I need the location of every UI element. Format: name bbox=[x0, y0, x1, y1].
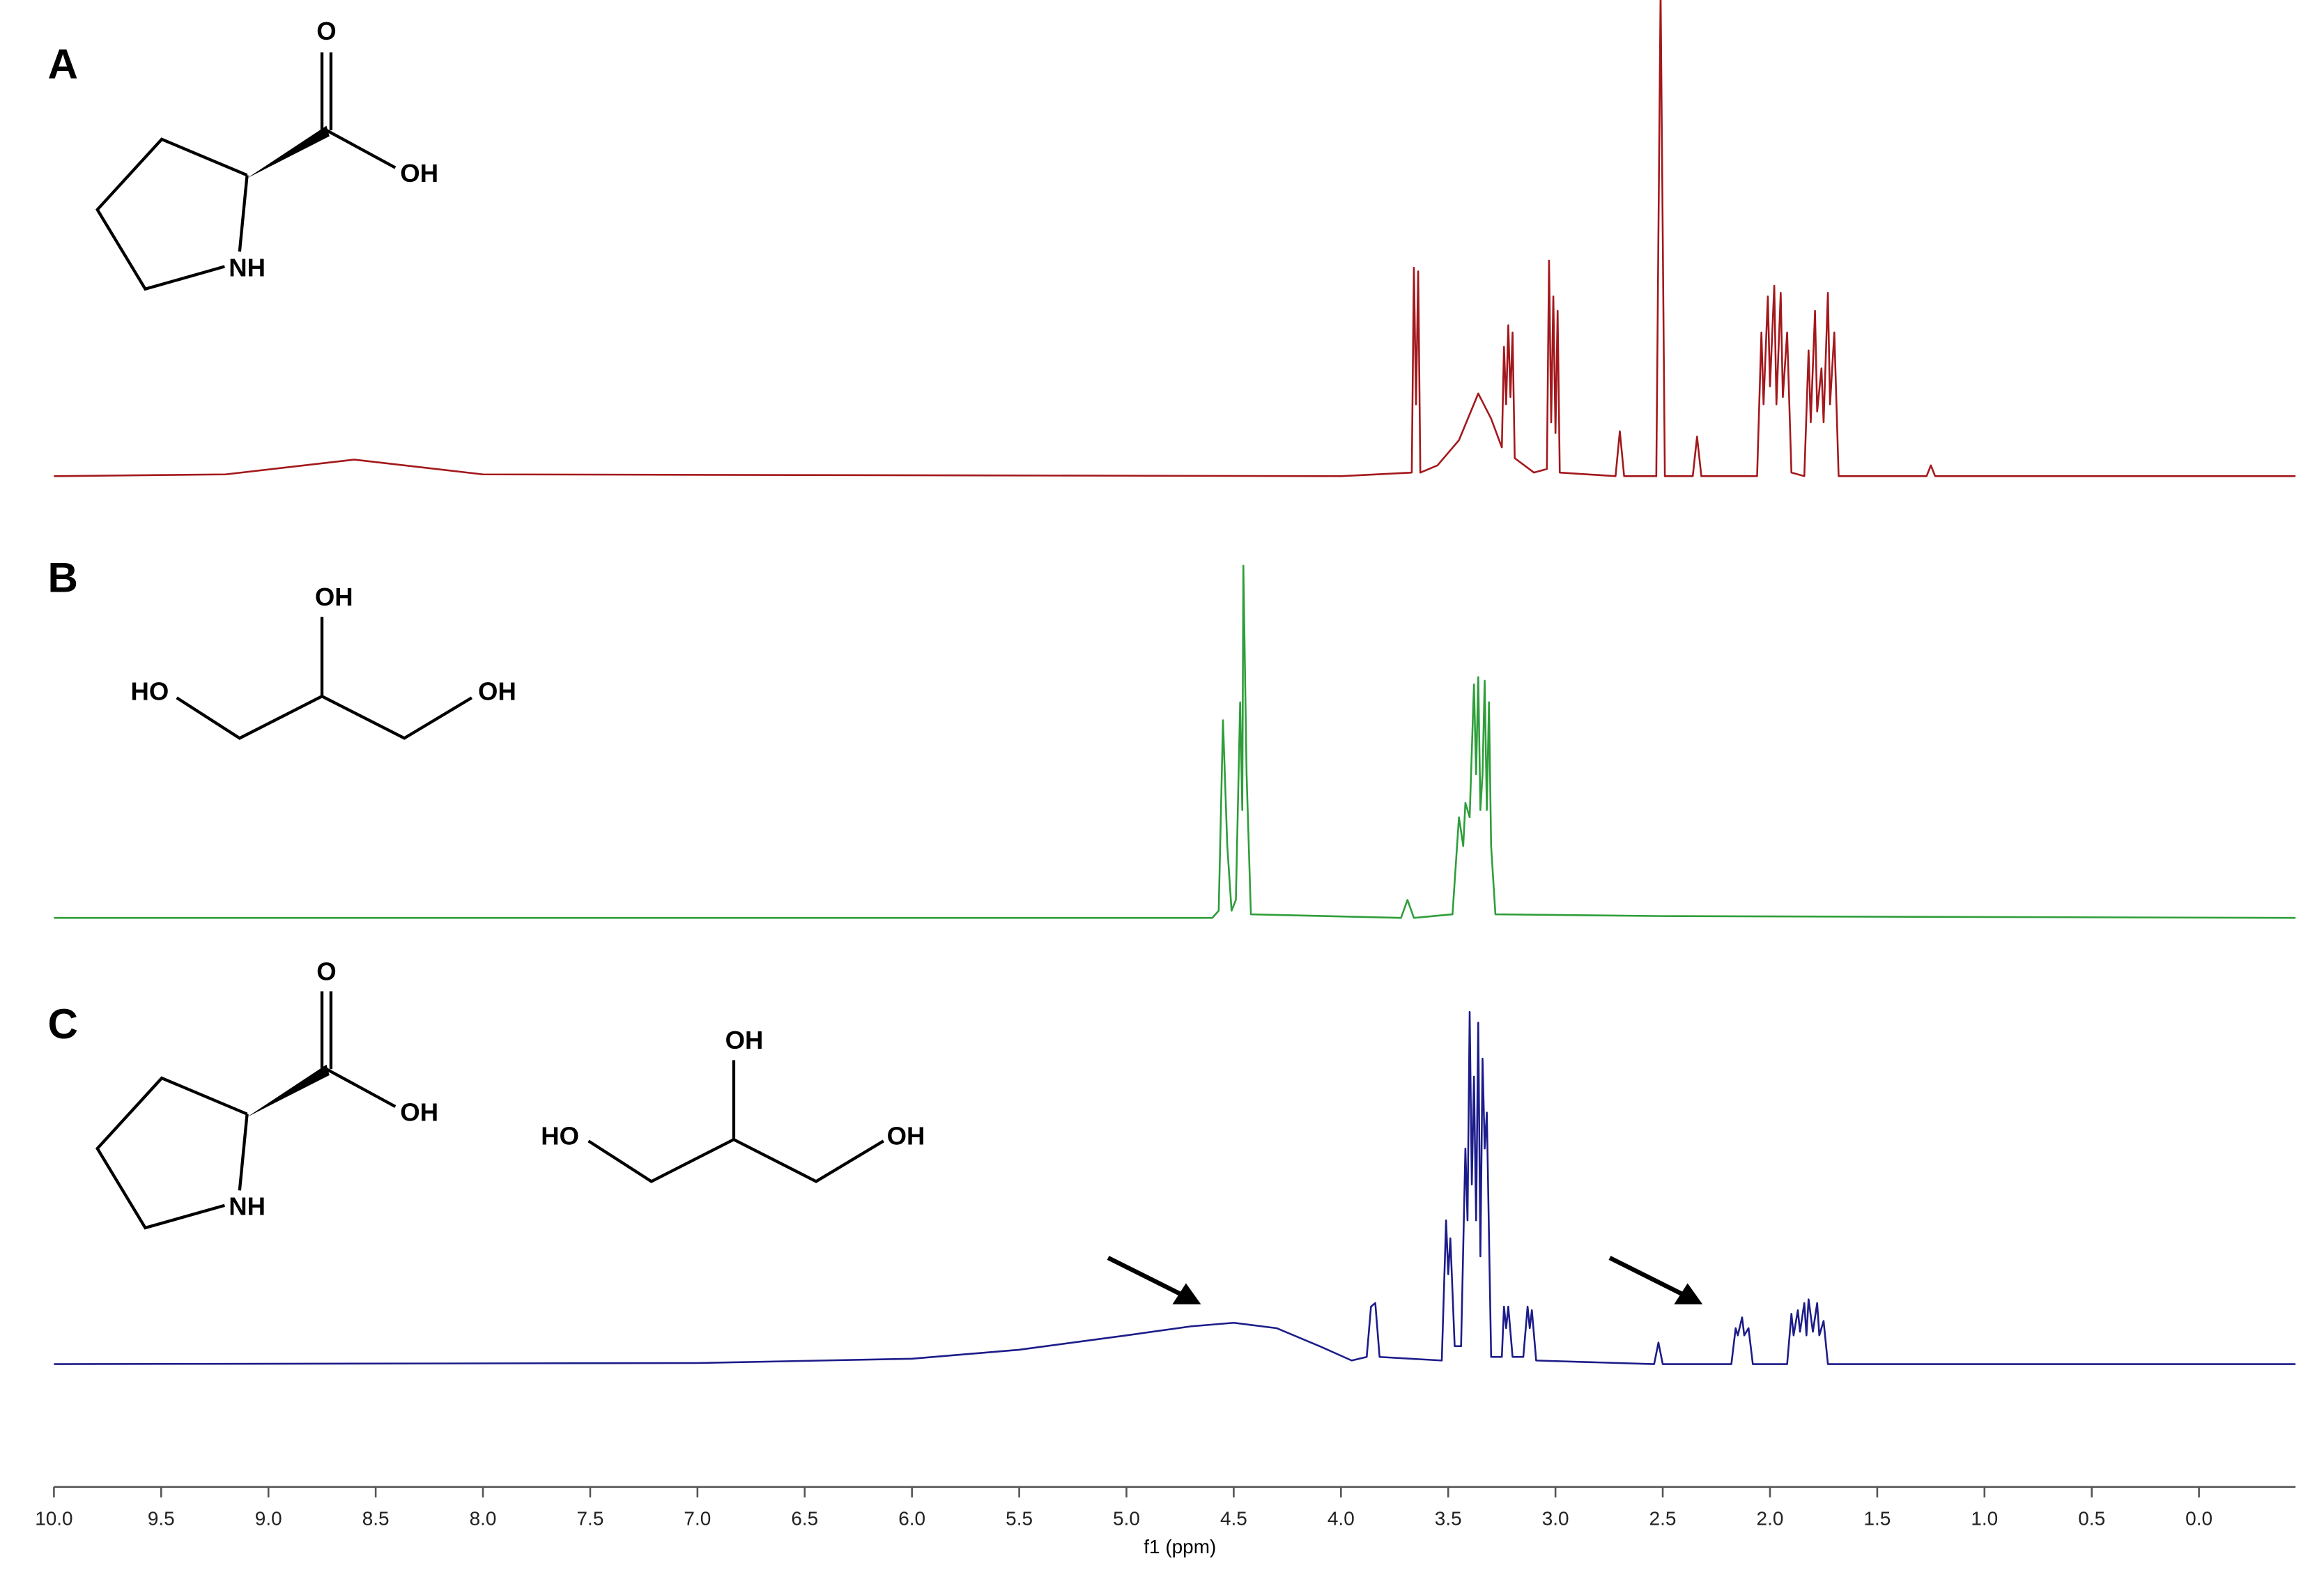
atom-label: NH bbox=[229, 1192, 266, 1221]
bond bbox=[587, 1137, 884, 1183]
arrow bbox=[1107, 1256, 1185, 1298]
ring-bond bbox=[238, 1114, 249, 1191]
atom-label: HO bbox=[541, 1122, 579, 1150]
proline-c bbox=[95, 991, 397, 1230]
x-tick-label: 2.0 bbox=[1757, 1507, 1784, 1529]
ring-bond bbox=[238, 175, 249, 252]
spectrum-line bbox=[54, 0, 2296, 477]
x-tick-label: 3.0 bbox=[1542, 1507, 1569, 1529]
x-tick-label: 4.5 bbox=[1220, 1507, 1247, 1529]
atom-label: OH bbox=[887, 1122, 925, 1150]
structures bbox=[95, 52, 884, 1230]
x-tick-label: 9.0 bbox=[255, 1507, 282, 1529]
panel-label: B bbox=[48, 555, 78, 601]
atom-label: OH bbox=[400, 1098, 438, 1126]
atom-label: OH bbox=[725, 1026, 764, 1054]
bond bbox=[176, 694, 473, 740]
arrows bbox=[1107, 1256, 1703, 1305]
wedge-bond bbox=[247, 125, 330, 178]
atom-label: OH bbox=[400, 159, 438, 187]
bond bbox=[325, 129, 397, 169]
glycerol-c bbox=[587, 1060, 884, 1183]
atom-label: OH bbox=[315, 583, 353, 611]
panel-label: C bbox=[48, 1001, 78, 1047]
ring-bond bbox=[95, 137, 248, 291]
x-tick-label: 8.5 bbox=[362, 1507, 390, 1529]
panel-label: A bbox=[48, 41, 78, 88]
atom-label: NH bbox=[229, 253, 266, 282]
x-tick-label: 0.5 bbox=[2078, 1507, 2105, 1529]
wedge-bond bbox=[247, 1064, 330, 1117]
x-tick-label: 7.0 bbox=[684, 1507, 711, 1529]
x-tick-label: 8.0 bbox=[470, 1507, 497, 1529]
x-axis-label: f1 (ppm) bbox=[1144, 1536, 1216, 1557]
glycerol-b bbox=[176, 617, 473, 740]
x-tick-label: 7.5 bbox=[577, 1507, 604, 1529]
x-tick-label: 0.0 bbox=[2185, 1507, 2213, 1529]
x-tick-label: 6.5 bbox=[791, 1507, 818, 1529]
spectrum-line bbox=[54, 1010, 2296, 1365]
ring-bond bbox=[95, 1076, 248, 1230]
x-tick-label: 10.0 bbox=[35, 1507, 72, 1529]
atom-label: O bbox=[316, 17, 336, 45]
arrow-head bbox=[1674, 1283, 1703, 1305]
x-tick-label: 1.5 bbox=[1863, 1507, 1891, 1529]
x-tick-label: 2.5 bbox=[1649, 1507, 1677, 1529]
x-tick-label: 6.0 bbox=[898, 1507, 925, 1529]
x-tick-label: 9.5 bbox=[148, 1507, 175, 1529]
arrow-head bbox=[1172, 1283, 1201, 1305]
x-tick-label: 4.0 bbox=[1328, 1507, 1355, 1529]
bond bbox=[325, 1068, 397, 1108]
atom-label: O bbox=[316, 957, 336, 985]
atom-label: HO bbox=[131, 677, 169, 706]
spectrum-line bbox=[54, 564, 2296, 919]
x-tick-label: 3.5 bbox=[1435, 1507, 1462, 1529]
x-tick-label: 5.5 bbox=[1006, 1507, 1033, 1529]
arrow bbox=[1608, 1256, 1686, 1298]
proline-a bbox=[95, 52, 397, 291]
x-tick-label: 5.0 bbox=[1113, 1507, 1140, 1529]
x-tick-label: 1.0 bbox=[1971, 1507, 1998, 1529]
atom-label: OH bbox=[478, 677, 516, 706]
